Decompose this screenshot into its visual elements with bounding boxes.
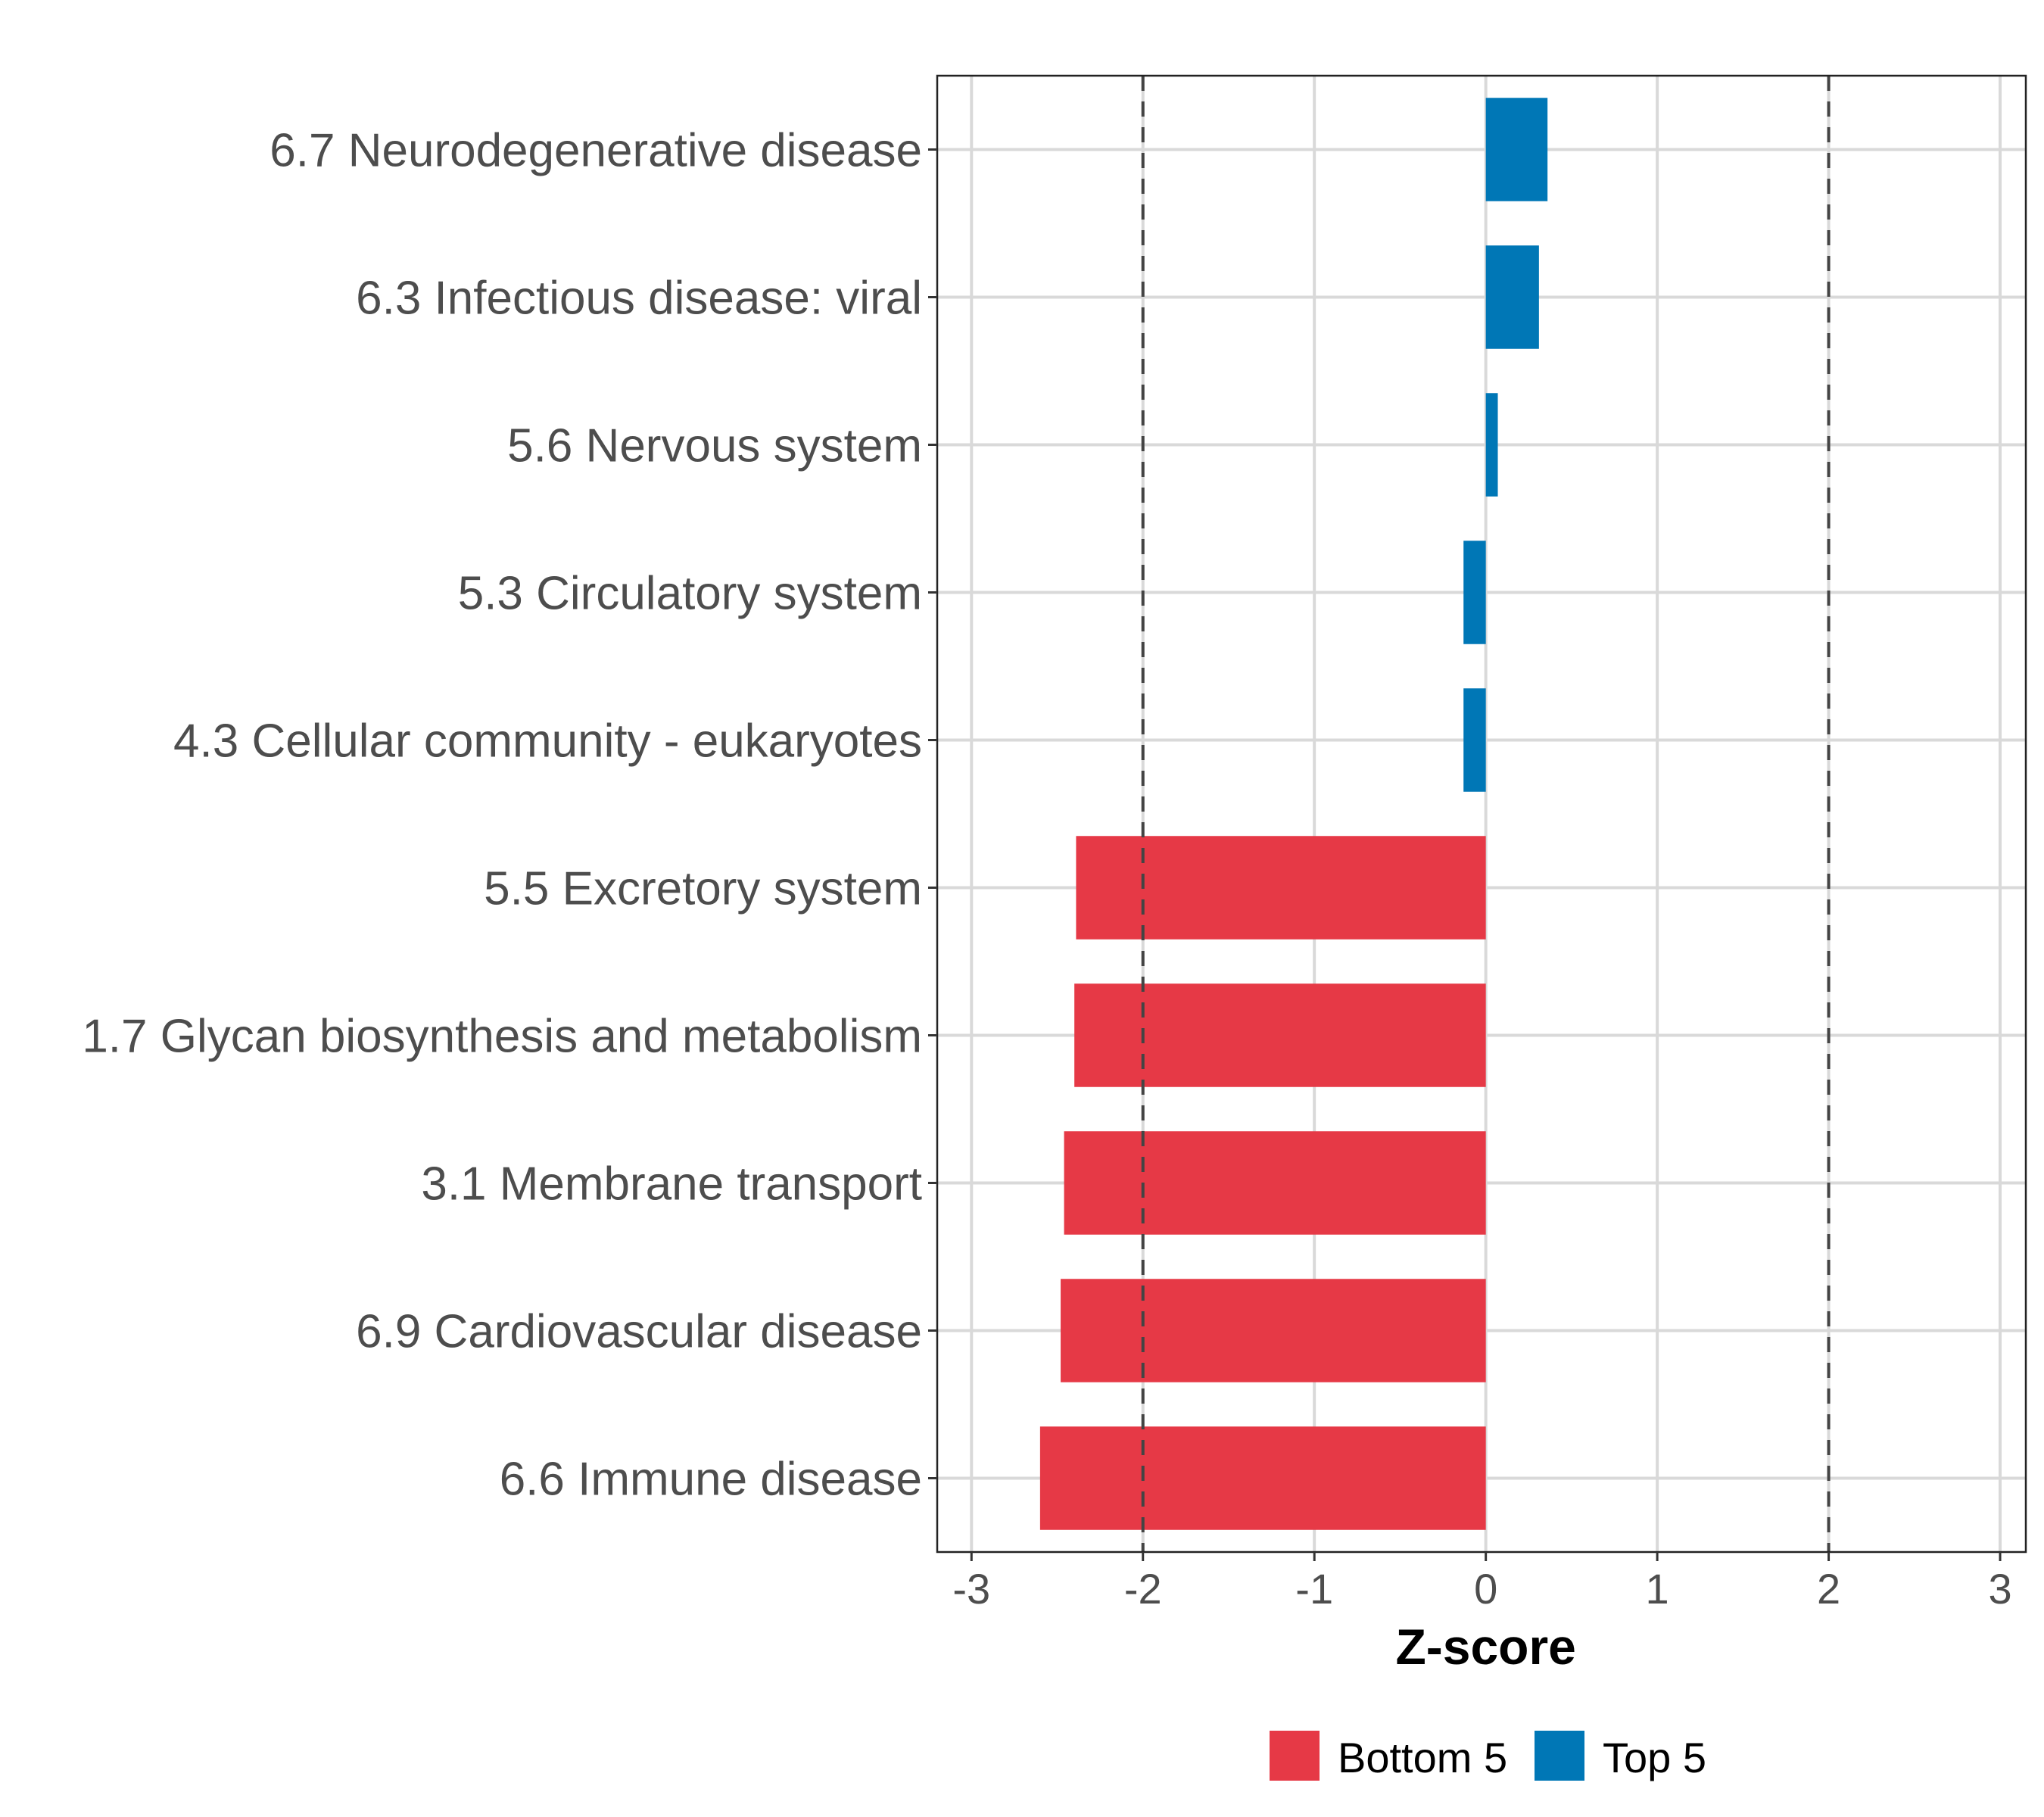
y-tick-label: 5.6 Nervous system [507, 420, 922, 472]
legend-label: Bottom 5 [1338, 1734, 1507, 1781]
x-tick-label: 3 [1988, 1565, 2011, 1613]
bar [1064, 1131, 1486, 1235]
y-tick-label: 1.7 Glycan biosynthesis and metabolism [82, 1011, 922, 1063]
x-tick-label: -3 [952, 1565, 990, 1613]
x-tick-label: 2 [1817, 1565, 1840, 1613]
y-tick-label: 4.3 Cellular community - eukaryotes [173, 715, 922, 768]
legend-item: Bottom 5 [1270, 1731, 1507, 1781]
bar [1485, 245, 1539, 349]
legend-swatch [1535, 1731, 1584, 1781]
legend-swatch [1270, 1731, 1320, 1781]
y-tick-label: 3.1 Membrane transport [421, 1158, 922, 1211]
y-tick-label: 6.7 Neurodegenerative disease [270, 125, 922, 177]
bar [1061, 1279, 1486, 1382]
x-axis: -3 -2 -1 0 1 2 3 [952, 1552, 2012, 1613]
bar [1076, 836, 1486, 940]
x-tick-label: -2 [1124, 1565, 1162, 1613]
bar [1485, 98, 1548, 201]
bar [1463, 688, 1486, 792]
y-tick-label: 6.6 Immune disease [500, 1454, 922, 1506]
bar [1074, 983, 1486, 1087]
y-axis: 6.7 Neurodegenerative disease 6.3 Infecti… [82, 125, 937, 1506]
plot-panel-border [936, 74, 2027, 1554]
x-tick-label: 0 [1474, 1565, 1497, 1613]
legend: Bottom 5 Top 5 [1270, 1731, 1706, 1781]
y-tick-label: 6.3 Infectious disease: viral [356, 273, 922, 325]
y-tick-label: 6.9 Cardiovascular disease [356, 1306, 922, 1358]
x-tick-label: -1 [1295, 1565, 1333, 1613]
bar [1463, 541, 1486, 644]
x-tick-label: 1 [1646, 1565, 1669, 1613]
y-tick-label: 5.3 Circulatory system [458, 568, 922, 620]
bar [1485, 393, 1498, 497]
y-tick-label: 5.5 Excretory system [484, 863, 922, 915]
bar [1039, 1426, 1486, 1530]
x-axis-title: Z-score [1395, 1619, 1575, 1675]
legend-item: Top 5 [1535, 1731, 1706, 1781]
reference-lines-top [1141, 76, 1831, 1552]
legend-label: Top 5 [1603, 1734, 1706, 1781]
bars [1039, 98, 1548, 1530]
